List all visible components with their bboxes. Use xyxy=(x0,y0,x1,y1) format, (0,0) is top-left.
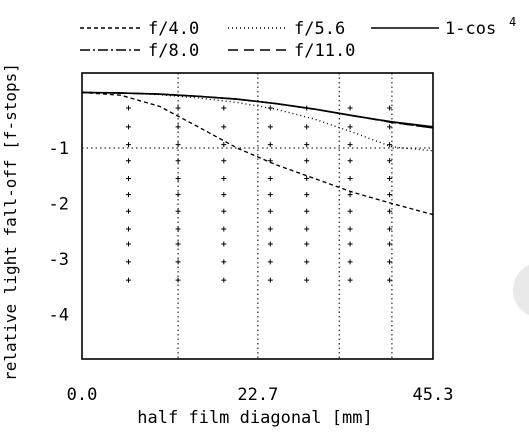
grid-marker-6-6 xyxy=(387,208,393,214)
grid-marker-0-1 xyxy=(175,105,181,111)
grid-marker-8-1 xyxy=(175,241,181,247)
grid-marker-8-3 xyxy=(267,241,273,247)
grid-marker-8-6 xyxy=(387,241,393,247)
grid-marker-1-0 xyxy=(125,124,131,130)
grid-marker-2-6 xyxy=(387,142,393,148)
grid-marker-9-3 xyxy=(267,259,273,265)
grid-marker-4-1 xyxy=(175,176,181,182)
y-tick-label-0: -1 xyxy=(49,139,69,159)
grid-marker-1-4 xyxy=(304,124,310,130)
grid-marker-8-4 xyxy=(304,241,310,247)
grid-marker-6-5 xyxy=(347,208,353,214)
x-tick-label-1: 22.7 xyxy=(237,385,278,405)
grid-marker-7-0 xyxy=(125,226,131,232)
grid-marker-6-0 xyxy=(125,208,131,214)
x-tick-label-2: 45.3 xyxy=(413,385,454,405)
grid-marker-7-5 xyxy=(347,226,353,232)
grid-marker-5-6 xyxy=(387,192,393,198)
grid-marker-9-1 xyxy=(175,259,181,265)
edge-artifact xyxy=(513,264,529,316)
grid-marker-9-6 xyxy=(387,259,393,265)
grid-marker-7-1 xyxy=(175,226,181,232)
legend-label-f56: f/5.6 xyxy=(294,19,345,39)
grid-marker-9-4 xyxy=(304,259,310,265)
x-tick-label-0: 0.0 xyxy=(67,385,98,405)
y-tick-label-2: -3 xyxy=(49,250,69,270)
grid-marker-4-4 xyxy=(304,176,310,182)
grid-marker-1-1 xyxy=(175,124,181,130)
grid-marker-9-5 xyxy=(347,259,353,265)
grid-marker-2-3 xyxy=(267,142,273,148)
plot-area: 0.0 22.7 45.3 -1 -2 -3 -4 xyxy=(49,72,454,405)
legend-label-f80: f/8.0 xyxy=(148,41,199,61)
series-line-1 xyxy=(81,91,434,152)
legend-label-f40: f/4.0 xyxy=(148,19,199,39)
grid-marker-2-1 xyxy=(175,142,181,148)
grid-marker-6-1 xyxy=(175,208,181,214)
grid-marker-2-0 xyxy=(125,142,131,148)
series-line-4 xyxy=(81,91,434,129)
y-tick-label-1: -2 xyxy=(49,195,69,215)
grid-marker-3-2 xyxy=(221,158,227,164)
grid-marker-5-4 xyxy=(304,192,310,198)
y-axis-label: relative light fall-off [f-stops] xyxy=(1,63,20,381)
grid-marker-0-2 xyxy=(221,105,227,111)
grid-marker-4-3 xyxy=(267,176,273,182)
grid-marker-2-5 xyxy=(347,142,353,148)
grid-marker-8-0 xyxy=(125,241,131,247)
grid-marker-0-5 xyxy=(347,105,353,111)
grid-marker-6-2 xyxy=(221,208,227,214)
grid-marker-3-6 xyxy=(387,158,393,164)
grid-marker-1-3 xyxy=(267,124,273,130)
grid-marker-10-4 xyxy=(304,277,310,283)
grid-marker-5-0 xyxy=(125,192,131,198)
grid-marker-4-2 xyxy=(221,176,227,182)
grid-marker-10-2 xyxy=(221,277,227,283)
grid-marker-6-4 xyxy=(304,208,310,214)
grid-marker-7-4 xyxy=(304,226,310,232)
grid-marker-2-4 xyxy=(304,142,310,148)
grid-marker-5-2 xyxy=(221,192,227,198)
grid-marker-5-3 xyxy=(267,192,273,198)
grid-marker-0-0 xyxy=(125,105,131,111)
grid-marker-8-5 xyxy=(347,241,353,247)
grid-marker-3-1 xyxy=(175,158,181,164)
grid-marker-10-0 xyxy=(125,277,131,283)
grid-marker-3-4 xyxy=(304,158,310,164)
grid-marker-6-3 xyxy=(267,208,273,214)
grid-marker-7-3 xyxy=(267,226,273,232)
series-line-0 xyxy=(81,91,434,216)
grid-marker-10-3 xyxy=(267,277,273,283)
grid-marker-3-0 xyxy=(125,158,131,164)
grid-marker-1-5 xyxy=(347,124,353,130)
grid-marker-9-0 xyxy=(125,259,131,265)
legend-label-cos: 1-cos xyxy=(445,19,496,39)
grid-marker-4-0 xyxy=(125,176,131,182)
grid-marker-10-5 xyxy=(347,277,353,283)
grid-marker-3-5 xyxy=(347,158,353,164)
x-axis-label: half film diagonal [mm] xyxy=(137,408,372,428)
grid-marker-0-3 xyxy=(267,105,273,111)
grid-marker-9-2 xyxy=(221,259,227,265)
grid-marker-5-5 xyxy=(347,192,353,198)
grid-marker-10-6 xyxy=(387,277,393,283)
grid-marker-4-5 xyxy=(347,176,353,182)
grid-marker-8-2 xyxy=(221,241,227,247)
legend: f/4.0 f/5.6 1-cos 4 f/8.0 f/11.0 xyxy=(80,15,516,61)
legend-label-cos-exponent: 4 xyxy=(509,15,516,29)
legend-label-f110: f/11.0 xyxy=(294,41,355,61)
grid-marker-1-6 xyxy=(387,124,393,130)
y-tick-label-3: -4 xyxy=(49,306,69,326)
grid-marker-2-2 xyxy=(221,142,227,148)
grid-marker-7-2 xyxy=(221,226,227,232)
grid-marker-0-6 xyxy=(387,105,393,111)
grid-marker-5-1 xyxy=(175,192,181,198)
grid-marker-4-6 xyxy=(387,176,393,182)
grid-marker-1-2 xyxy=(221,124,227,130)
grid-marker-7-6 xyxy=(387,226,393,232)
grid-marker-10-1 xyxy=(175,277,181,283)
